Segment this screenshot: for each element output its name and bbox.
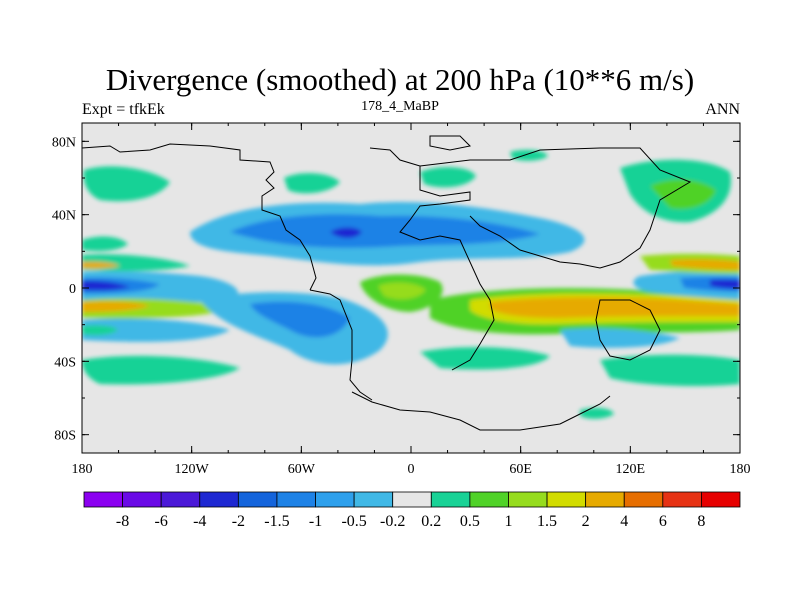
contour-neg-north-midlat-core [230, 214, 540, 248]
x-tick-label: 120E [616, 462, 646, 477]
contour-pos-sw-core [82, 301, 150, 312]
x-tick-label: 0 [408, 462, 415, 477]
colorbar: -8 -6 -4 -2 -1.5 -1 -0.5 -0.2 0.2 0.5 1 1.5 2 4 6 8 [83, 491, 741, 530]
x-tick-label: 180 [72, 462, 93, 477]
coastline-south-america [309, 289, 373, 401]
x-tick-label: 180 [730, 462, 751, 477]
coastlines [82, 135, 692, 431]
colorbar-label: 0.5 [460, 513, 480, 530]
contour-neg-east-pacific-center [82, 280, 130, 291]
colorbar-swatch [662, 491, 702, 508]
contour-neg-south-pacific [560, 328, 680, 348]
y-tick-label: 40N [52, 209, 76, 224]
coastline-australia [595, 299, 661, 361]
contour-pos-nw-core [82, 261, 120, 269]
colorbar-swatch [83, 491, 123, 508]
coastline-europe-africa [369, 147, 495, 371]
colorbar-swatch [701, 491, 741, 508]
contour-pos-south-pacific [600, 354, 740, 386]
contour-pos-sw-edge [82, 325, 118, 336]
contour-pos-sw-small [82, 236, 128, 252]
colorbar-label: 1 [504, 513, 512, 530]
colorbar-swatch [469, 491, 509, 508]
contour-pos-southern-patch [580, 407, 614, 419]
colorbar-label: -6 [155, 513, 168, 530]
contour-pos-north-pacific-core [650, 179, 716, 210]
colorbar-swatch [237, 491, 278, 508]
season-label: ANN [705, 101, 740, 118]
contour-neg-east-edge-center [710, 279, 740, 289]
experiment-label: Expt = tfkEk [82, 101, 165, 118]
colorbar-label: 2 [582, 513, 590, 530]
colorbar-swatch [392, 491, 432, 508]
colorbar-label: 8 [697, 513, 705, 530]
colorbar-swatch [623, 491, 664, 508]
colorbar-label: 6 [659, 513, 667, 530]
contour-pos-south-belt-core [490, 297, 740, 318]
contour-neg-north-midlat-center [330, 227, 362, 238]
x-tick-label: 60E [509, 462, 532, 477]
contour-fields [82, 149, 740, 419]
coastline-arctic-island [429, 135, 472, 151]
colorbar-swatch [276, 491, 316, 508]
colorbar-label: 4 [620, 513, 628, 530]
colorbar-swatch [122, 491, 162, 508]
colorbar-swatch [546, 491, 587, 508]
colorbar-label: 0.2 [421, 513, 441, 530]
y-axis-ticks: 80N 40N 0 40S 80S [52, 135, 740, 444]
colorbar-label: -2 [232, 513, 245, 530]
contour-pos-south-indian [420, 347, 550, 370]
colorbar-label: -8 [116, 513, 129, 530]
colorbar-label: -1.5 [264, 513, 289, 530]
chart-title: Divergence (smoothed) at 200 hPa (10**6 … [105, 62, 695, 97]
contour-neg-south-midlat [82, 318, 230, 342]
y-tick-label: 40S [54, 355, 76, 370]
colorbar-swatch [430, 491, 471, 508]
contour-pos-arctic-patch [510, 149, 548, 161]
contour-pos-south-midlat [82, 355, 240, 385]
contour-pos-africa-core [378, 282, 426, 300]
colorbar-label: 1.5 [537, 513, 557, 530]
coastline-north-america [82, 143, 317, 291]
y-tick-label: 80S [54, 429, 76, 444]
case-label: 178_4_MaBP [361, 99, 439, 114]
contour-pos-north-america [284, 173, 340, 194]
colorbar-label: -0.2 [380, 513, 405, 530]
colorbar-label: -4 [193, 513, 206, 530]
y-tick-label: 80N [52, 135, 76, 150]
coastline-antarctica [351, 391, 611, 431]
x-tick-label: 120W [175, 462, 210, 477]
colorbar-swatch [353, 491, 394, 508]
colorbar-swatch [160, 491, 201, 508]
x-tick-label: 60W [288, 462, 316, 477]
contour-pos-asia-patch [420, 167, 476, 188]
colorbar-label: -1 [309, 513, 322, 530]
colorbar-swatch [585, 491, 625, 508]
colorbar-swatch [508, 491, 548, 508]
colorbar-swatch [199, 491, 239, 508]
y-tick-label: 0 [69, 282, 76, 297]
coastline-asia [419, 147, 692, 269]
contour-neg-south-tropics-core [250, 301, 350, 338]
x-axis-ticks: 180 120W 60W 0 60E 120E 180 [72, 123, 751, 477]
contour-pos-north-atlantic [83, 166, 170, 202]
contour-pos-ne-core [670, 259, 740, 270]
colorbar-swatch [315, 491, 355, 508]
colorbar-label: -0.5 [341, 513, 366, 530]
